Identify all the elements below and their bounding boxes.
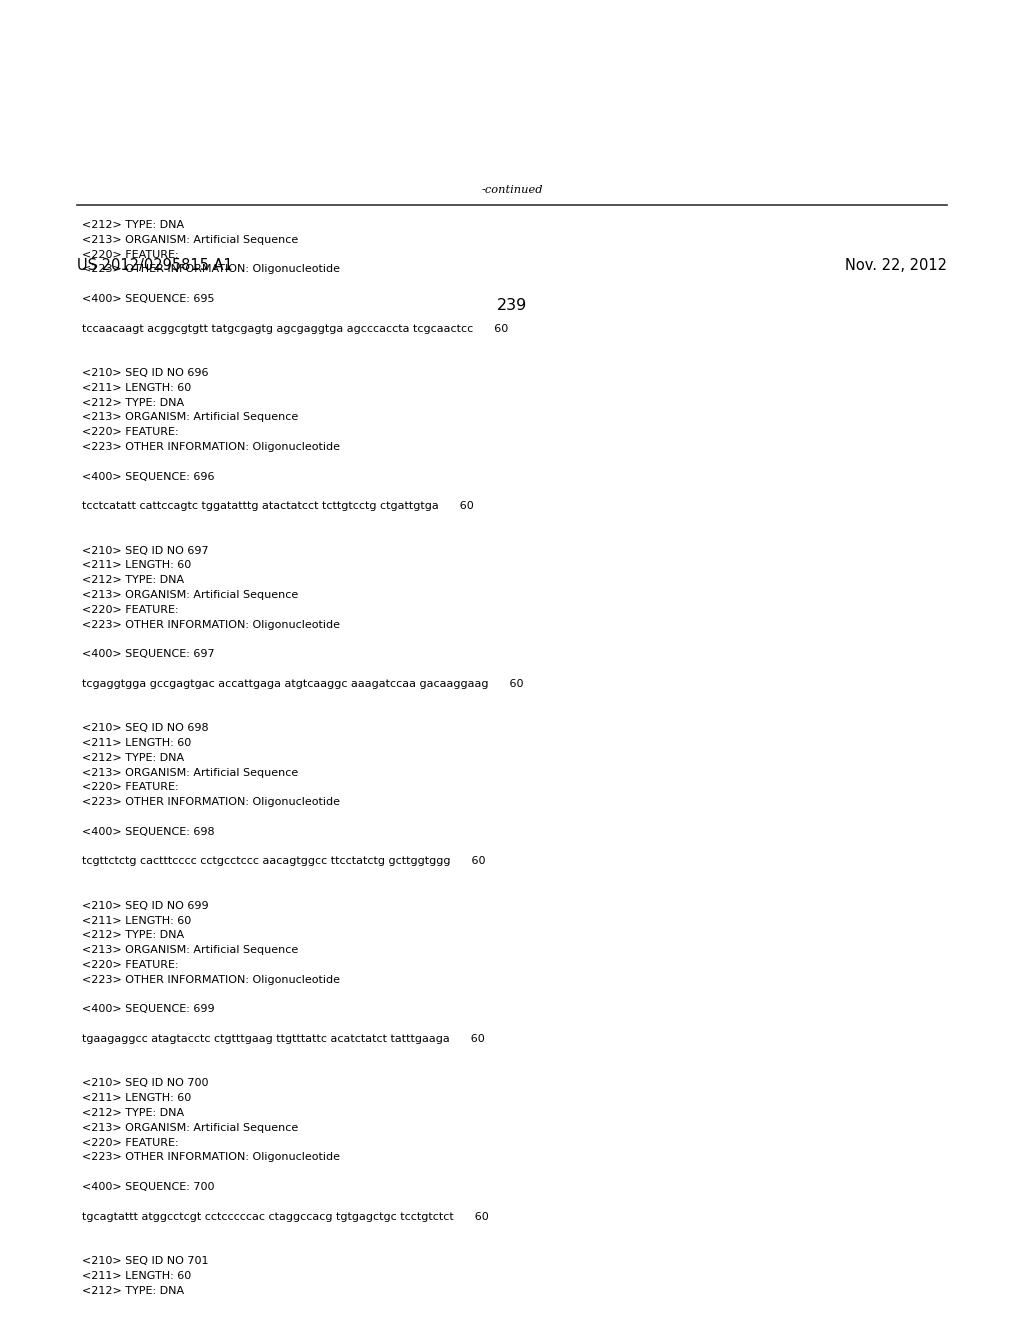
Text: <400> SEQUENCE: 700: <400> SEQUENCE: 700	[82, 1181, 214, 1192]
Text: <212> TYPE: DNA: <212> TYPE: DNA	[82, 931, 184, 940]
Text: <210> SEQ ID NO 698: <210> SEQ ID NO 698	[82, 723, 209, 733]
Text: tcgttctctg cactttcccc cctgcctccc aacagtggcc ttcctatctg gcttggtggg      60: tcgttctctg cactttcccc cctgcctccc aacagtg…	[82, 857, 485, 866]
Text: <223> OTHER INFORMATION: Oligonucleotide: <223> OTHER INFORMATION: Oligonucleotide	[82, 1152, 340, 1163]
Text: <211> LENGTH: 60: <211> LENGTH: 60	[82, 1271, 191, 1280]
Text: tcgaggtgga gccgagtgac accattgaga atgtcaaggc aaagatccaa gacaaggaag      60: tcgaggtgga gccgagtgac accattgaga atgtcaa…	[82, 678, 523, 689]
Text: <210> SEQ ID NO 696: <210> SEQ ID NO 696	[82, 368, 208, 378]
Text: <220> FEATURE:: <220> FEATURE:	[82, 783, 178, 792]
Text: Nov. 22, 2012: Nov. 22, 2012	[845, 257, 947, 273]
Text: <212> TYPE: DNA: <212> TYPE: DNA	[82, 397, 184, 408]
Text: <213> ORGANISM: Artificial Sequence: <213> ORGANISM: Artificial Sequence	[82, 768, 298, 777]
Text: <400> SEQUENCE: 696: <400> SEQUENCE: 696	[82, 471, 214, 482]
Text: tgaagaggcc atagtacctc ctgtttgaag ttgtttattc acatctatct tatttgaaga      60: tgaagaggcc atagtacctc ctgtttgaag ttgttta…	[82, 1034, 484, 1044]
Text: <213> ORGANISM: Artificial Sequence: <213> ORGANISM: Artificial Sequence	[82, 235, 298, 244]
Text: <223> OTHER INFORMATION: Oligonucleotide: <223> OTHER INFORMATION: Oligonucleotide	[82, 264, 340, 275]
Text: <400> SEQUENCE: 695: <400> SEQUENCE: 695	[82, 294, 214, 304]
Text: <213> ORGANISM: Artificial Sequence: <213> ORGANISM: Artificial Sequence	[82, 1123, 298, 1133]
Text: <212> TYPE: DNA: <212> TYPE: DNA	[82, 752, 184, 763]
Text: <210> SEQ ID NO 697: <210> SEQ ID NO 697	[82, 545, 209, 556]
Text: <212> TYPE: DNA: <212> TYPE: DNA	[82, 1107, 184, 1118]
Text: <212> TYPE: DNA: <212> TYPE: DNA	[82, 576, 184, 585]
Text: <211> LENGTH: 60: <211> LENGTH: 60	[82, 916, 191, 925]
Text: <223> OTHER INFORMATION: Oligonucleotide: <223> OTHER INFORMATION: Oligonucleotide	[82, 619, 340, 630]
Text: <220> FEATURE:: <220> FEATURE:	[82, 249, 178, 260]
Text: <212> TYPE: DNA: <212> TYPE: DNA	[82, 1286, 184, 1296]
Text: 239: 239	[497, 298, 527, 313]
Text: -continued: -continued	[481, 185, 543, 195]
Text: <213> ORGANISM: Artificial Sequence: <213> ORGANISM: Artificial Sequence	[82, 412, 298, 422]
Text: <220> FEATURE:: <220> FEATURE:	[82, 1138, 178, 1147]
Text: <210> SEQ ID NO 700: <210> SEQ ID NO 700	[82, 1078, 208, 1089]
Text: tgcagtattt atggcctcgt cctcccccac ctaggccacg tgtgagctgc tcctgtctct      60: tgcagtattt atggcctcgt cctcccccac ctaggcc…	[82, 1212, 488, 1221]
Text: <220> FEATURE:: <220> FEATURE:	[82, 960, 178, 970]
Text: <210> SEQ ID NO 701: <210> SEQ ID NO 701	[82, 1257, 208, 1266]
Text: US 2012/0295815 A1: US 2012/0295815 A1	[77, 257, 232, 273]
Text: <400> SEQUENCE: 697: <400> SEQUENCE: 697	[82, 649, 214, 659]
Text: <213> ORGANISM: Artificial Sequence: <213> ORGANISM: Artificial Sequence	[82, 590, 298, 601]
Text: <223> OTHER INFORMATION: Oligonucleotide: <223> OTHER INFORMATION: Oligonucleotide	[82, 974, 340, 985]
Text: <400> SEQUENCE: 698: <400> SEQUENCE: 698	[82, 826, 214, 837]
Text: <211> LENGTH: 60: <211> LENGTH: 60	[82, 561, 191, 570]
Text: <210> SEQ ID NO 699: <210> SEQ ID NO 699	[82, 900, 209, 911]
Text: <220> FEATURE:: <220> FEATURE:	[82, 605, 178, 615]
Text: tccaacaagt acggcgtgtt tatgcgagtg agcgaggtga agcccaccta tcgcaactcc      60: tccaacaagt acggcgtgtt tatgcgagtg agcgagg…	[82, 323, 508, 334]
Text: <213> ORGANISM: Artificial Sequence: <213> ORGANISM: Artificial Sequence	[82, 945, 298, 956]
Text: <223> OTHER INFORMATION: Oligonucleotide: <223> OTHER INFORMATION: Oligonucleotide	[82, 797, 340, 808]
Text: <400> SEQUENCE: 699: <400> SEQUENCE: 699	[82, 1005, 214, 1014]
Text: <211> LENGTH: 60: <211> LENGTH: 60	[82, 1093, 191, 1104]
Text: <212> TYPE: DNA: <212> TYPE: DNA	[82, 220, 184, 230]
Text: <220> FEATURE:: <220> FEATURE:	[82, 428, 178, 437]
Text: <211> LENGTH: 60: <211> LENGTH: 60	[82, 738, 191, 748]
Text: <223> OTHER INFORMATION: Oligonucleotide: <223> OTHER INFORMATION: Oligonucleotide	[82, 442, 340, 451]
Text: tcctcatatt cattccagtc tggatatttg atactatcct tcttgtcctg ctgattgtga      60: tcctcatatt cattccagtc tggatatttg atactat…	[82, 502, 473, 511]
Text: <211> LENGTH: 60: <211> LENGTH: 60	[82, 383, 191, 393]
